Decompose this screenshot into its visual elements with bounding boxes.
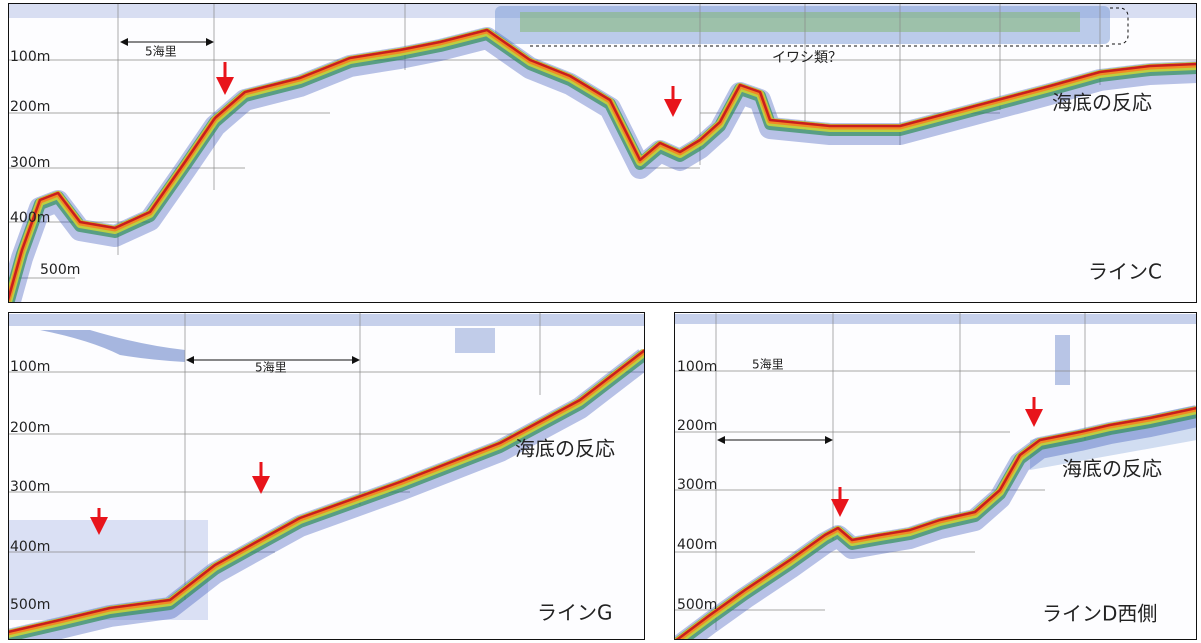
depth-label: 500m [10, 597, 50, 613]
depth-label: 300m [10, 479, 50, 495]
seabed-label: 海底の反応 [515, 437, 615, 461]
figure: 100m 200m 300m 400m 500m 5海里 イワシ類？ 海底の反応… [0, 0, 1201, 643]
depth-label: 100m [10, 49, 50, 65]
line-label: ラインC [1088, 260, 1162, 284]
depth-label: 500m [677, 597, 717, 613]
school-echo [1055, 335, 1070, 385]
school-echo [455, 328, 495, 353]
line-label: ラインD西側 [1042, 602, 1157, 626]
line-label: ラインG [537, 601, 613, 625]
scale-label: 5海里 [255, 360, 287, 375]
depth-label: 100m [677, 359, 717, 375]
panel-line-d: 100m 200m 300m 400m 500m 5海里 海底の反応 ラインD西… [674, 312, 1197, 643]
surface-noise [8, 314, 645, 326]
depth-label: 400m [677, 537, 717, 553]
depth-label: 100m [10, 359, 50, 375]
annotation: イワシ類？ [772, 50, 842, 66]
depth-label: 200m [10, 99, 50, 115]
depth-label: 200m [10, 420, 50, 436]
seabed-label: 海底の反応 [1062, 457, 1162, 481]
school-echo [520, 12, 1080, 32]
panel-line-c: 100m 200m 300m 400m 500m 5海里 イワシ類？ 海底の反応… [8, 3, 1197, 308]
depth-label: 200m [677, 418, 717, 434]
surface-noise [674, 314, 1197, 324]
depth-label: 300m [10, 155, 50, 171]
scale-label: 5海里 [145, 44, 177, 59]
seabed-label: 海底の反応 [1052, 91, 1152, 115]
depth-label: 400m [10, 539, 50, 555]
scale-label: 5海里 [752, 357, 784, 372]
depth-label: 300m [677, 477, 717, 493]
depth-label: 400m [10, 210, 50, 226]
depth-label: 500m [40, 262, 80, 278]
panel-line-g: 100m 200m 300m 400m 500m 5海里 海底の反応 ラインG [8, 312, 645, 640]
